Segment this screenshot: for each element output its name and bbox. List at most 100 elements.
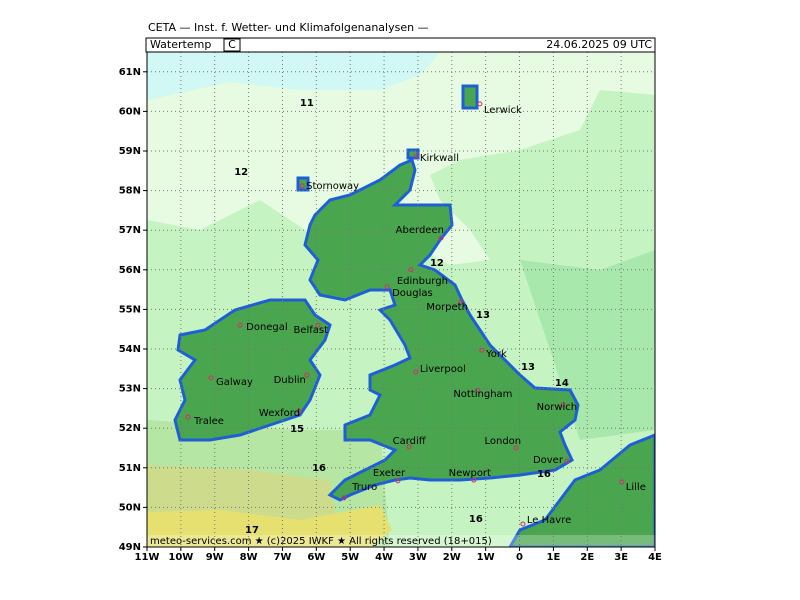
city-label: Galway xyxy=(216,377,253,388)
city-marker xyxy=(208,375,214,381)
lon-tick-label: 8W xyxy=(240,552,258,563)
city-marker xyxy=(438,235,444,241)
lon-tick-label: 0 xyxy=(516,552,523,563)
city-label: Morpeth xyxy=(426,302,468,313)
city-label: London xyxy=(484,436,521,447)
city-label: Norwich xyxy=(537,402,578,413)
lon-tick-label: 4W xyxy=(375,552,393,563)
isotherm-label: 16 xyxy=(312,463,326,474)
isotherm-label: 11 xyxy=(300,98,314,109)
city-marker xyxy=(315,322,321,328)
city-marker xyxy=(413,369,419,375)
city-label: Donegal xyxy=(246,322,288,333)
lat-tick-label: 55N xyxy=(119,304,141,315)
lon-tick-label: 7W xyxy=(273,552,291,563)
lon-tick-label: 3E xyxy=(614,552,628,563)
lat-tick-label: 53N xyxy=(119,384,141,395)
city-marker xyxy=(406,444,412,450)
overlay: 11 12 12 13 13 14 15 16 16 16 17 Lerwick Kirkwall Sto… xyxy=(143,52,656,551)
city-label: Truro xyxy=(351,482,377,493)
lat-tick-label: 49N xyxy=(119,542,141,553)
city-marker xyxy=(513,445,519,451)
lat-tick-label: 61N xyxy=(119,67,141,78)
city-marker xyxy=(413,153,419,159)
city-label: Nottingham xyxy=(453,389,512,400)
field-name: Watertemp xyxy=(150,38,211,51)
lon-tick-label: 2E xyxy=(580,552,594,563)
land xyxy=(173,298,332,442)
lat-tick-label: 58N xyxy=(119,186,141,197)
city-label: Aberdeen xyxy=(396,225,444,236)
city-marker xyxy=(560,402,566,408)
water-band xyxy=(147,52,440,100)
lat-tick-label: 60N xyxy=(119,106,141,117)
isotherm-label: 14 xyxy=(555,378,569,389)
city-marker xyxy=(304,372,310,378)
lon-tick-label: 3W xyxy=(409,552,427,563)
lat-tick-label: 56N xyxy=(119,265,141,276)
lon-tick-label: 5W xyxy=(341,552,359,563)
city-label: Dover xyxy=(533,455,564,466)
city-marker xyxy=(341,495,347,501)
isotherm-label: 16 xyxy=(537,469,551,480)
lon-tick-label: 2W xyxy=(443,552,461,563)
lon-tick-label: 9W xyxy=(206,552,224,563)
footer-strip xyxy=(147,535,655,547)
city-marker xyxy=(237,322,243,328)
city-marker xyxy=(408,267,414,273)
city-marker xyxy=(458,299,464,305)
city-label: Cardiff xyxy=(393,436,427,447)
lat-tick-label: 52N xyxy=(119,423,141,434)
city-label: Wexford xyxy=(259,408,300,419)
city-label: Tralee xyxy=(193,416,224,427)
city-label: Le Havre xyxy=(527,515,571,526)
city-label: York xyxy=(485,349,507,360)
page-title: CETA — Inst. f. Wetter- und Klimafolgena… xyxy=(148,21,429,34)
unit: C xyxy=(228,38,236,51)
city-label: Kirkwall xyxy=(420,153,459,164)
city-label: Exeter xyxy=(373,468,406,479)
city-marker xyxy=(479,347,485,353)
city-marker xyxy=(299,183,305,189)
city-marker xyxy=(520,521,526,527)
isotherm-label: 17 xyxy=(245,525,259,536)
isotherm-label: 12 xyxy=(234,167,248,178)
city-label: Dublin xyxy=(274,375,306,386)
footer: meteo-services.com ★ (c)2025 IWKF ★ All … xyxy=(150,536,492,547)
isotherm-label: 13 xyxy=(521,362,535,373)
water-band xyxy=(147,505,392,547)
city-marker xyxy=(471,477,477,483)
city-label: Liverpool xyxy=(420,364,466,375)
lat-tick-label: 54N xyxy=(119,344,141,355)
lon-tick-label: 1W xyxy=(477,552,495,563)
isotherm-label: 12 xyxy=(430,258,444,269)
lon-tick-label: 10W xyxy=(168,552,193,563)
lat-tick-label: 59N xyxy=(119,146,141,157)
land xyxy=(508,433,655,547)
water-band xyxy=(147,52,655,265)
valid-time: 24.06.2025 09 UTC xyxy=(546,38,652,51)
city-marker xyxy=(477,101,483,107)
city-marker xyxy=(619,479,625,485)
city-label: Stornoway xyxy=(306,181,359,192)
isotherm-label: 15 xyxy=(290,424,304,435)
lon-tick-label: 4E xyxy=(648,552,662,563)
land xyxy=(406,148,420,160)
city-label: Belfast xyxy=(293,325,328,336)
city-label: Edinburgh xyxy=(397,276,448,287)
city-marker xyxy=(395,478,401,484)
lat-tick-label: 51N xyxy=(119,463,141,474)
city-marker xyxy=(475,387,481,393)
unit-box xyxy=(223,38,241,52)
lon-tick-label: 6W xyxy=(307,552,325,563)
city-label: Newport xyxy=(449,468,491,479)
lon-tick-label: 11W xyxy=(135,552,160,563)
city-label: Douglas xyxy=(392,288,433,299)
isotherm-label: 16 xyxy=(469,514,483,525)
lat-tick-label: 50N xyxy=(119,502,141,513)
city-marker xyxy=(296,408,302,414)
lon-tick-label: 1E xyxy=(547,552,561,563)
land xyxy=(461,84,479,110)
city-marker xyxy=(185,414,191,420)
